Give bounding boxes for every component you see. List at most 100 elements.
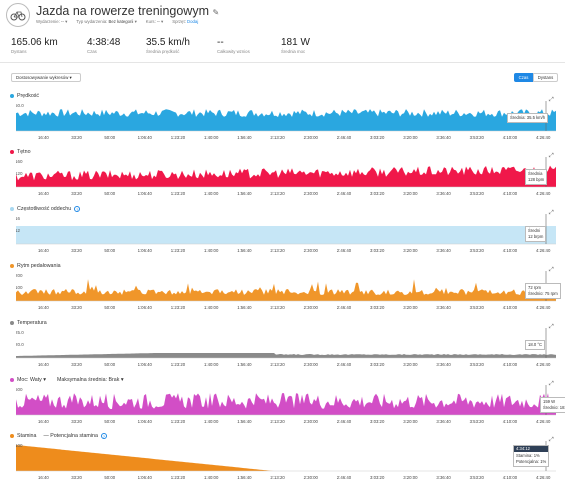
expand-icon-speed[interactable]: ⤢ bbox=[549, 97, 554, 103]
y-tick-mid: 20.0 bbox=[16, 342, 24, 347]
adjust-charts-button[interactable]: Dostosowywanie wykresów ▾ bbox=[11, 73, 81, 82]
x-tick-label: 3:36:40 bbox=[436, 475, 451, 480]
tooltip-line: Potencjalna: 1% bbox=[516, 458, 547, 464]
x-tick-label: 3:53:20 bbox=[470, 419, 485, 424]
x-tick-label: 1:23:20 bbox=[171, 362, 186, 367]
expand-icon-hr[interactable]: ⤢ bbox=[549, 153, 554, 159]
x-tick-label: 50:00 bbox=[104, 135, 115, 140]
stat-avg-power: 181 W Średnia moc bbox=[281, 37, 310, 54]
y-tick-max: 160 bbox=[16, 159, 23, 164]
x-tick-label: 2:46:40 bbox=[337, 135, 352, 140]
chart-temp[interactable]: 25.0 20.0 16:40 33:20 50:00 1:06:40 1:23:20 1:4… bbox=[16, 328, 556, 368]
legend-dot-cad bbox=[10, 264, 14, 268]
x-tick-label: 3:20:00 bbox=[403, 362, 418, 367]
meta-event[interactable]: Wydarzenie: -- ▾ bbox=[36, 19, 68, 24]
divider bbox=[0, 62, 565, 63]
stat-ascent: -- Całkowity wznios bbox=[217, 37, 250, 54]
x-tick-label: 1:40:00 bbox=[204, 191, 219, 196]
x-tick-label: 33:20 bbox=[71, 305, 82, 310]
expand-icon-temp[interactable]: ⤢ bbox=[549, 324, 554, 330]
expand-icon-power[interactable]: ⤢ bbox=[549, 381, 554, 387]
x-tick-label: 1:06:40 bbox=[138, 305, 153, 310]
activity-title-text: Jazda na rowerze treningowym bbox=[36, 4, 209, 18]
x-tick-label: 2:46:40 bbox=[337, 191, 352, 196]
series-area-cad bbox=[16, 279, 556, 301]
x-tick-label: 1:56:40 bbox=[237, 248, 252, 253]
x-tick-label: 1:23:20 bbox=[171, 419, 186, 424]
x-tick-label: 2:30:00 bbox=[304, 305, 319, 310]
x-tick-label: 3:53:20 bbox=[470, 191, 485, 196]
legend-dot-stamina bbox=[10, 434, 14, 438]
x-tick-label: 16:40 bbox=[38, 135, 49, 140]
expand-icon-cad[interactable]: ⤢ bbox=[549, 267, 554, 273]
chart-label-hr: Tętno bbox=[17, 149, 31, 155]
y-tick-max: 500 bbox=[16, 387, 23, 392]
tooltip-stamina: 4:34:12 Stamina: 1% Potencjalna: 1% bbox=[513, 445, 550, 467]
chart-speed[interactable]: 50.0 16:40 33:20 50:00 1:06:40 1:23:20 1:40:00… bbox=[16, 101, 556, 141]
chart-power[interactable]: 500 16:40 33:20 50:00 1:06:40 1:23:20 1:40:00 1… bbox=[16, 385, 556, 425]
tooltip-cad: 72 rpm Średnio: 75 rpm bbox=[525, 283, 561, 299]
chart-cad[interactable]: 200 100 16:40 33:20 50:00 1:06:40 1:23:20 1:40:… bbox=[16, 271, 556, 311]
x-tick-label: 33:20 bbox=[71, 362, 82, 367]
toggle-distance[interactable]: Dystans bbox=[533, 73, 558, 82]
tooltip-hr: Średnia 128 bpm bbox=[525, 169, 548, 185]
x-tick-label: 3:20:00 bbox=[403, 135, 418, 140]
x-tick-label: 4:26:40 bbox=[536, 191, 551, 196]
x-tick-label: 3:36:40 bbox=[436, 248, 451, 253]
tooltip-line: Średnia bbox=[528, 171, 543, 176]
tooltip-line: 18.0 °C bbox=[528, 342, 543, 347]
x-tick-label: 1:56:40 bbox=[237, 135, 252, 140]
y-tick-max: 100 bbox=[16, 443, 23, 448]
x-tick-label: 1:40:00 bbox=[204, 475, 219, 480]
x-tick-label: 1:56:40 bbox=[237, 419, 252, 424]
series-area-stamina bbox=[16, 445, 556, 471]
x-tick-label: 3:53:20 bbox=[470, 135, 485, 140]
chart-title-power: Moc: Waty ▾ Maksymalna średnia: Brak ▾ bbox=[10, 377, 124, 383]
x-tick-label: 1:56:40 bbox=[237, 475, 252, 480]
y-tick-max: 50.0 bbox=[16, 103, 24, 108]
meta-event-type[interactable]: Typ wydarzenia: Bez kategorii ▾ bbox=[76, 19, 137, 24]
chart-label-temp: Temperatura bbox=[17, 320, 47, 326]
x-tick-label: 3:20:00 bbox=[403, 248, 418, 253]
x-tick-label: 16:40 bbox=[38, 475, 49, 480]
chart-label-breath: Częstotliwość oddechu bbox=[17, 206, 72, 212]
x-tick-label: 33:20 bbox=[71, 475, 82, 480]
expand-icon-breath[interactable]: ⤢ bbox=[549, 210, 554, 216]
meta-course[interactable]: Kurs: -- ▾ bbox=[145, 19, 164, 24]
max-avg-dropdown[interactable]: Maksymalna średnia: Brak ▾ bbox=[56, 377, 124, 383]
toggle-time[interactable]: Czas bbox=[514, 73, 533, 82]
x-tick-label: 3:03:20 bbox=[370, 362, 385, 367]
tooltip-line: 159 W bbox=[543, 399, 556, 404]
expand-icon-stamina[interactable]: ⤢ bbox=[549, 437, 554, 443]
x-tick-label: 4:10:00 bbox=[503, 362, 518, 367]
activity-title[interactable]: Jazda na rowerze treningowym ✎ bbox=[36, 4, 219, 18]
x-tick-label: 50:00 bbox=[104, 191, 115, 196]
chart-stamina[interactable]: 100 16:40 33:20 50:00 1:06:40 1:23:20 1:40:00 1… bbox=[16, 441, 556, 481]
chart-label-power[interactable]: Moc: Waty ▾ bbox=[17, 377, 46, 383]
legend-dot-temp bbox=[10, 321, 14, 325]
x-tick-label: 16:40 bbox=[38, 305, 49, 310]
stat-distance: 165.06 km Dystans bbox=[11, 37, 58, 54]
add-gear-link[interactable]: Dodaj bbox=[187, 19, 199, 24]
x-tick-label: 4:10:00 bbox=[503, 191, 518, 196]
y-tick-mid: 120 bbox=[16, 171, 23, 176]
info-icon[interactable]: ? bbox=[100, 433, 107, 439]
x-tick-label: 1:40:00 bbox=[204, 419, 219, 424]
info-icon[interactable]: ? bbox=[74, 206, 81, 212]
edit-icon[interactable]: ✎ bbox=[212, 8, 220, 17]
x-tick-label: 33:20 bbox=[71, 135, 82, 140]
chart-breath[interactable]: 16 12 16:40 33:20 50:00 1:06:40 1:23:20 1:40:00… bbox=[16, 214, 556, 254]
chart-hr[interactable]: 160 120 16:40 33:20 50:00 1:06:40 1:23:20 1:40:… bbox=[16, 157, 556, 197]
tooltip-line: 12 brpm bbox=[528, 233, 544, 239]
x-tick-label: 1:06:40 bbox=[138, 475, 153, 480]
x-tick-label: 1:06:40 bbox=[138, 419, 153, 424]
x-tick-label: 4:26:40 bbox=[536, 248, 551, 253]
x-tick-label: 33:20 bbox=[71, 191, 82, 196]
x-tick-label: 2:46:40 bbox=[337, 362, 352, 367]
chart-title-cad: Rytm pedałowania bbox=[10, 263, 61, 269]
bike-icon bbox=[10, 11, 26, 21]
x-tick-label: 1:06:40 bbox=[138, 135, 153, 140]
x-tick-label: 3:20:00 bbox=[403, 191, 418, 196]
x-tick-label: 1:40:00 bbox=[204, 135, 219, 140]
